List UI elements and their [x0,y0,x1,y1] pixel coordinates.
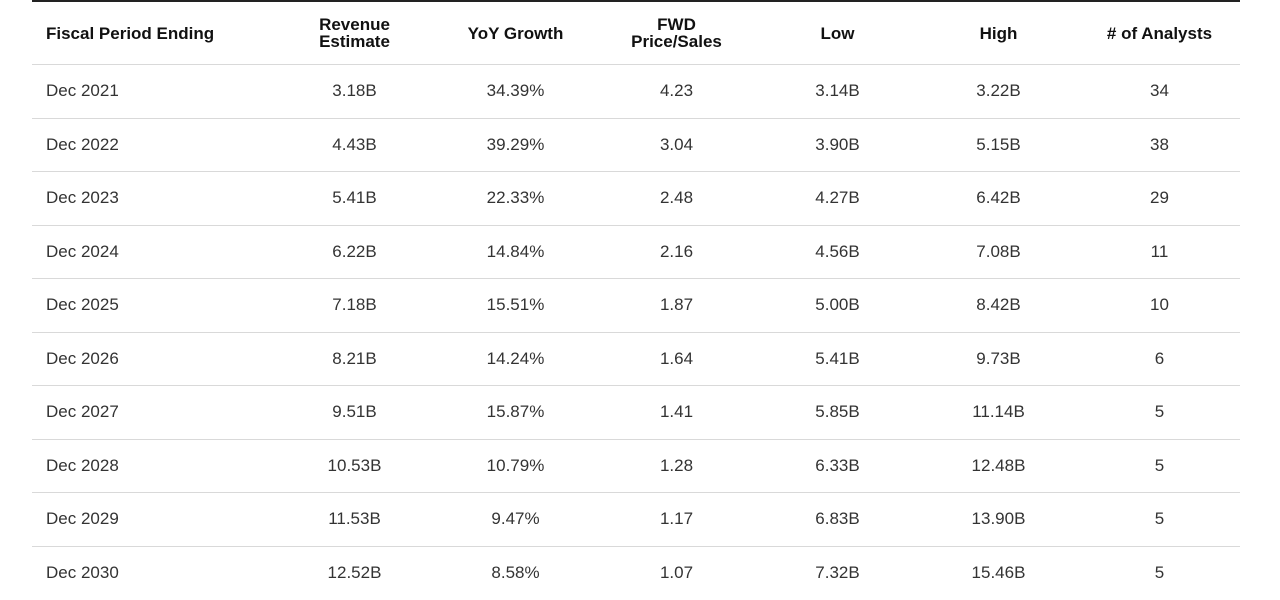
value-cell: 9.73B [918,333,1079,386]
value-cell: 3.90B [757,119,918,172]
value-cell: 8.58% [435,547,596,600]
value-cell: 5 [1079,493,1240,546]
value-cell: 4.27B [757,172,918,225]
header-cell: FWD Price/Sales [596,2,757,64]
period-cell: Dec 2026 [32,333,274,386]
value-cell: 5 [1079,547,1240,600]
header-text: High [980,25,1018,42]
header-cell: High [918,2,1079,64]
value-cell: 5 [1079,440,1240,493]
value-cell: 5.41B [757,333,918,386]
value-cell: 29 [1079,172,1240,225]
estimates-table: Fiscal Period Ending Revenue Estimate Yo… [32,0,1240,600]
header-cell: Low [757,2,918,64]
header-text: Fiscal Period Ending [46,25,214,42]
value-cell: 4.56B [757,226,918,279]
period-cell: Dec 2021 [32,65,274,118]
value-cell: 3.18B [274,65,435,118]
value-cell: 5 [1079,386,1240,439]
value-cell: 15.51% [435,279,596,332]
value-cell: 6 [1079,333,1240,386]
value-cell: 1.87 [596,279,757,332]
value-cell: 3.04 [596,119,757,172]
period-cell: Dec 2023 [32,172,274,225]
value-cell: 11 [1079,226,1240,279]
value-cell: 11.53B [274,493,435,546]
value-cell: 6.83B [757,493,918,546]
header-cell: # of Analysts [1079,2,1240,64]
value-cell: 10.79% [435,440,596,493]
value-cell: 1.07 [596,547,757,600]
header-cell: YoY Growth [435,2,596,64]
value-cell: 1.17 [596,493,757,546]
value-cell: 11.14B [918,386,1079,439]
header-cell: Fiscal Period Ending [32,2,274,64]
value-cell: 22.33% [435,172,596,225]
value-cell: 14.84% [435,226,596,279]
value-cell: 7.32B [757,547,918,600]
period-cell: Dec 2022 [32,119,274,172]
value-cell: 8.21B [274,333,435,386]
value-cell: 34.39% [435,65,596,118]
value-cell: 9.51B [274,386,435,439]
value-cell: 3.22B [918,65,1079,118]
value-cell: 8.42B [918,279,1079,332]
value-cell: 4.23 [596,65,757,118]
value-cell: 5.15B [918,119,1079,172]
value-cell: 1.28 [596,440,757,493]
value-cell: 5.41B [274,172,435,225]
value-cell: 5.00B [757,279,918,332]
value-cell: 15.46B [918,547,1079,600]
value-cell: 6.42B [918,172,1079,225]
period-cell: Dec 2029 [32,493,274,546]
value-cell: 7.08B [918,226,1079,279]
value-cell: 4.43B [274,119,435,172]
value-cell: 3.14B [757,65,918,118]
value-cell: 10.53B [274,440,435,493]
value-cell: 15.87% [435,386,596,439]
header-text: Low [821,25,855,42]
value-cell: 14.24% [435,333,596,386]
value-cell: 1.41 [596,386,757,439]
value-cell: 6.22B [274,226,435,279]
value-cell: 12.52B [274,547,435,600]
value-cell: 13.90B [918,493,1079,546]
period-cell: Dec 2024 [32,226,274,279]
value-cell: 1.64 [596,333,757,386]
period-cell: Dec 2030 [32,547,274,600]
value-cell: 12.48B [918,440,1079,493]
value-cell: 9.47% [435,493,596,546]
header-text: FWD Price/Sales [627,16,727,50]
value-cell: 5.85B [757,386,918,439]
value-cell: 39.29% [435,119,596,172]
value-cell: 38 [1079,119,1240,172]
value-cell: 2.16 [596,226,757,279]
value-cell: 10 [1079,279,1240,332]
value-cell: 6.33B [757,440,918,493]
period-cell: Dec 2028 [32,440,274,493]
header-text: Revenue Estimate [305,16,405,50]
value-cell: 34 [1079,65,1240,118]
value-cell: 7.18B [274,279,435,332]
header-text: YoY Growth [468,25,564,42]
header-text: # of Analysts [1107,25,1212,42]
header-row: Fiscal Period Ending Revenue Estimate Yo… [32,2,1240,65]
header-cell: Revenue Estimate [274,2,435,64]
value-cell: 2.48 [596,172,757,225]
period-cell: Dec 2027 [32,386,274,439]
period-cell: Dec 2025 [32,279,274,332]
